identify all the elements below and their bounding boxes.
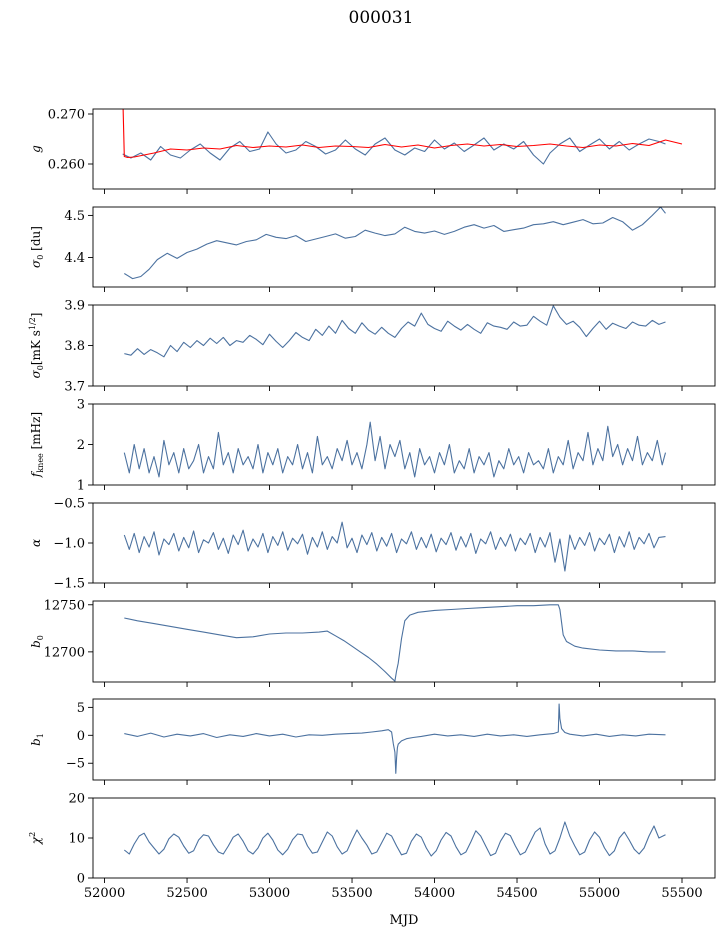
y-tick-label-4-3: 3 xyxy=(77,398,85,413)
y-tick-label-6-2: 12750 xyxy=(44,598,85,613)
y-axis-label-6: b0 xyxy=(29,635,45,648)
y-axis-label-2: σ0 [du] xyxy=(29,226,45,268)
y-axis-label-3: σ0[mK s1/2] xyxy=(28,313,45,379)
y-axis-label-5: α xyxy=(29,539,43,547)
panel-4: 1 2 3 fknee [mHz] xyxy=(29,398,716,494)
y-tick-label-5-3: −0.5 xyxy=(53,497,85,512)
panel-3: 3.7 3.8 3.9 σ0[mK s1/2] xyxy=(28,299,716,395)
y-axis-label-7: b1 xyxy=(29,733,45,746)
y-tick-label-6-1: 12700 xyxy=(44,645,85,660)
y-tick-label-5-2: −1.0 xyxy=(53,537,85,552)
panel-5: −1.5 −1.0 −0.5 α xyxy=(29,497,716,592)
series-line-4-1 xyxy=(123,421,667,478)
y-tick-label-4-1: 1 xyxy=(77,479,85,494)
x-tick-label-2: 52500 xyxy=(166,886,207,901)
y-tick-label-8-3: 20 xyxy=(68,792,85,807)
y-tick-label-3-3: 3.9 xyxy=(64,299,85,314)
axes-frame-4 xyxy=(92,403,716,486)
series-line-8-1 xyxy=(123,821,666,857)
figure-title: 000031 xyxy=(349,8,414,28)
x-tick-label-1: 52000 xyxy=(84,886,125,901)
axes-frame-1 xyxy=(92,108,716,190)
y-tick-label-7-3: 5 xyxy=(77,701,85,716)
series-line-1-2 xyxy=(122,109,683,159)
y-tick-label-8-1: 0 xyxy=(77,872,85,887)
x-tick-label-8: 55500 xyxy=(661,886,702,901)
x-tick-label-3: 53000 xyxy=(249,886,290,901)
panel-6: 12700 12750 b0 xyxy=(29,598,716,687)
x-tick-label-4: 53500 xyxy=(331,886,372,901)
y-axis-label-8: χ2 xyxy=(28,832,43,845)
x-axis-label: MJD xyxy=(390,913,419,928)
y-tick-label-3-1: 3.7 xyxy=(64,380,85,395)
x-tick-label-5: 54000 xyxy=(414,886,455,901)
y-tick-label-2-2: 4.5 xyxy=(64,209,85,224)
x-tick-label-7: 55000 xyxy=(579,886,620,901)
y-axis-label-1: g xyxy=(29,145,43,153)
axes-frame-3 xyxy=(92,304,716,387)
series-line-7-1 xyxy=(124,703,666,774)
axes-frame-8 xyxy=(92,797,716,879)
series-line-5-1 xyxy=(123,521,666,572)
panel-8: 0 10 20 52000 52500 53000 53500 54000 54500 55000… xyxy=(28,792,716,901)
y-axis-label-4: fknee [mHz] xyxy=(29,412,45,478)
axes-frame-6 xyxy=(92,600,716,683)
series-line-6-1 xyxy=(124,604,666,682)
y-tick-label-1-1: 0.260 xyxy=(48,158,85,173)
x-tick-label-6: 54500 xyxy=(496,886,537,901)
y-tick-label-2-1: 4.4 xyxy=(64,251,85,266)
y-tick-label-1-2: 0.270 xyxy=(48,108,85,123)
panels: 0.260 0.270 g 4.4 4.5 σ0 [du] 3.7 3.8 3.9 σ0[mK s… xyxy=(28,108,716,901)
y-tick-label-4-2: 2 xyxy=(77,438,85,453)
axes-frame-7 xyxy=(92,698,716,781)
panel-1: 0.260 0.270 g xyxy=(29,108,716,194)
y-tick-label-7-2: 0 xyxy=(77,729,85,744)
series-line-2-1 xyxy=(124,207,666,280)
series-line-3-1 xyxy=(124,305,666,358)
panel-7: −5 0 5 b1 xyxy=(29,698,716,785)
y-tick-label-7-1: −5 xyxy=(66,757,85,772)
y-tick-label-8-2: 10 xyxy=(68,832,85,847)
y-tick-label-3-2: 3.8 xyxy=(64,339,85,354)
axes-frame-2 xyxy=(92,206,716,288)
y-tick-label-5-1: −1.5 xyxy=(53,577,85,592)
panel-2: 4.4 4.5 σ0 [du] xyxy=(29,206,716,292)
